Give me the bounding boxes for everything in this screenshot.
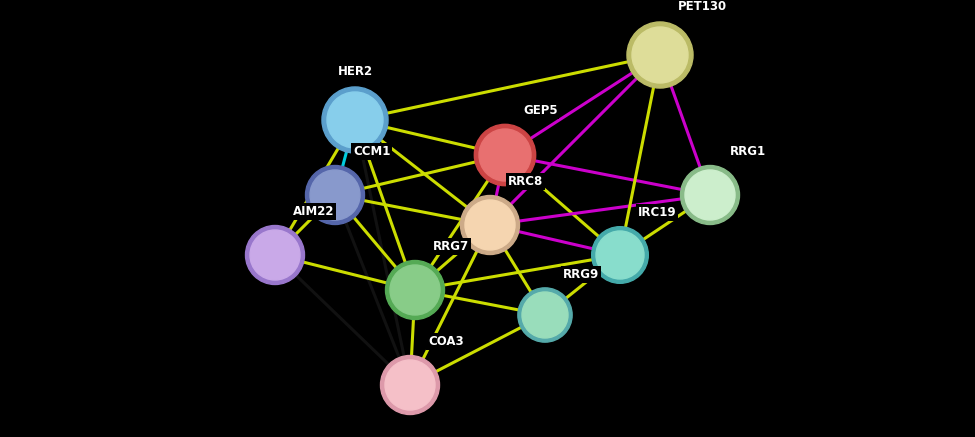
Circle shape [460, 195, 520, 254]
Circle shape [305, 166, 365, 225]
Circle shape [310, 170, 360, 220]
Circle shape [380, 356, 440, 415]
Circle shape [322, 87, 388, 153]
Circle shape [685, 170, 735, 220]
Circle shape [681, 166, 739, 225]
Circle shape [465, 200, 515, 250]
Text: CCM1: CCM1 [353, 145, 390, 158]
Circle shape [522, 292, 568, 338]
Circle shape [246, 225, 304, 284]
Text: PET130: PET130 [678, 0, 727, 13]
Circle shape [518, 288, 572, 342]
Circle shape [390, 265, 440, 315]
Text: GEP5: GEP5 [523, 104, 558, 117]
Circle shape [385, 360, 435, 410]
Text: RRG9: RRG9 [563, 268, 600, 281]
Circle shape [632, 27, 688, 83]
Circle shape [592, 227, 648, 283]
Circle shape [479, 129, 531, 181]
Circle shape [327, 92, 383, 148]
Text: IRC19: IRC19 [638, 206, 677, 219]
Text: RRC8: RRC8 [508, 175, 543, 188]
Circle shape [385, 260, 445, 319]
Circle shape [627, 22, 693, 88]
Text: COA3: COA3 [428, 335, 464, 348]
Circle shape [250, 230, 300, 280]
Text: RRG1: RRG1 [730, 145, 766, 158]
Text: RRG7: RRG7 [433, 240, 469, 253]
Circle shape [596, 231, 644, 279]
Text: AIM22: AIM22 [293, 205, 334, 218]
Circle shape [474, 124, 535, 186]
Text: HER2: HER2 [337, 65, 372, 78]
